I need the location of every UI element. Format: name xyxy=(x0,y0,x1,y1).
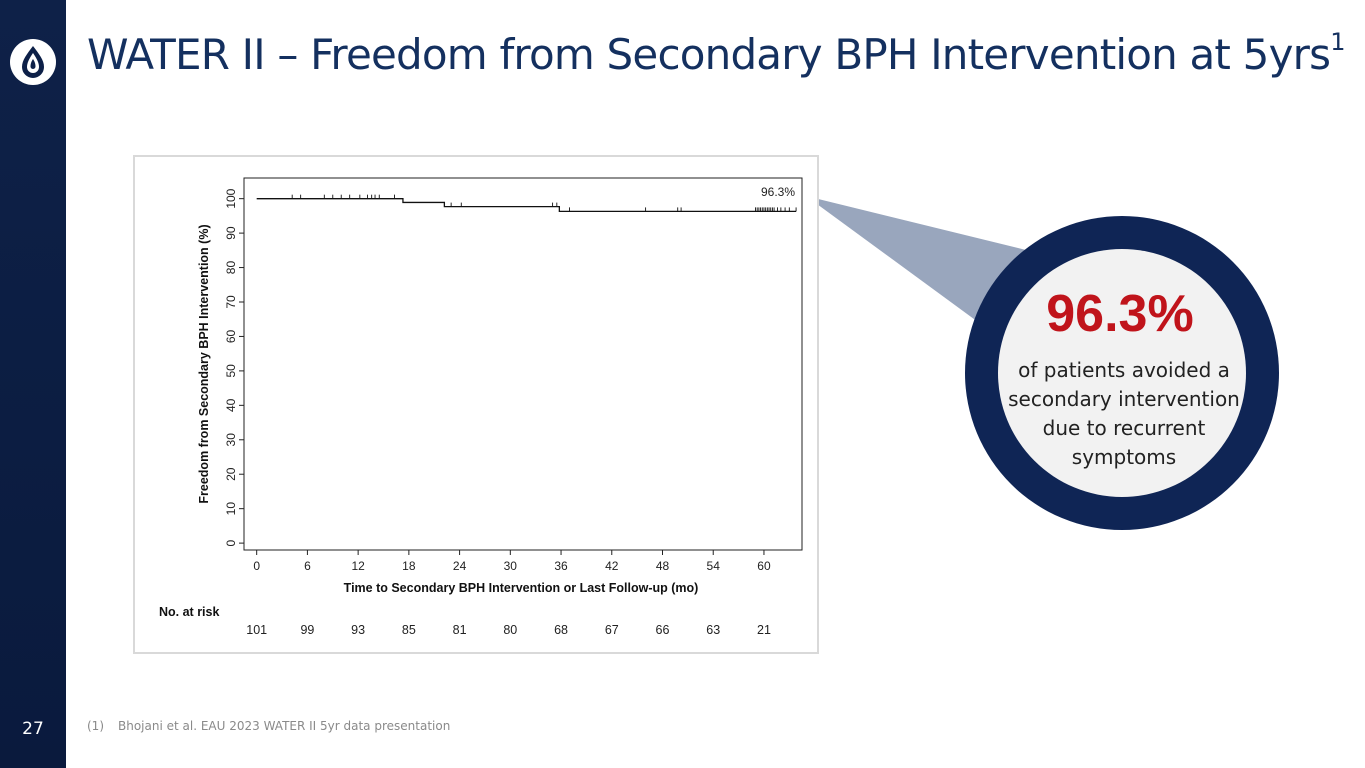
risk-count-6: 99 xyxy=(300,623,314,637)
y-tick-label-0: 0 xyxy=(224,539,238,546)
x-tick-label-60: 60 xyxy=(757,559,771,573)
x-tick-label-42: 42 xyxy=(605,559,619,573)
x-axis-label: Time to Secondary BPH Intervention or La… xyxy=(344,581,699,595)
y-tick-label-30: 30 xyxy=(224,433,238,447)
risk-count-30: 80 xyxy=(503,623,517,637)
risk-count-48: 66 xyxy=(656,623,670,637)
footnote-ref: (1) xyxy=(87,719,104,733)
slide-title: WATER II – Freedom from Secondary BPH In… xyxy=(87,28,1345,79)
y-tick-label-70: 70 xyxy=(224,295,238,309)
slide-title-text: WATER II – Freedom from Secondary BPH In… xyxy=(87,30,1331,79)
plot-area xyxy=(243,177,803,551)
x-tick-label-12: 12 xyxy=(351,559,365,573)
risk-table-label: No. at risk xyxy=(159,605,219,619)
x-tick-label-18: 18 xyxy=(402,559,416,573)
km-chart-frame: 0 10 20 30 40 50 60 70 80 90 100 0 6 12 18 24 30 36 42 48 5… xyxy=(133,155,819,654)
x-tick-label-54: 54 xyxy=(707,559,721,573)
callout-pointer xyxy=(806,196,1026,322)
risk-count-42: 67 xyxy=(605,623,619,637)
callout-value: 96.3% xyxy=(1046,285,1194,343)
x-tick-label-30: 30 xyxy=(504,559,518,573)
y-tick-label-90: 90 xyxy=(224,226,238,240)
risk-count-24: 81 xyxy=(453,623,467,637)
y-tick-label-40: 40 xyxy=(224,398,238,412)
risk-count-36: 68 xyxy=(554,623,568,637)
x-tick-label-48: 48 xyxy=(656,559,670,573)
x-tick-label-0: 0 xyxy=(253,559,260,573)
y-axis: 0 10 20 30 40 50 60 70 80 90 100 xyxy=(224,188,244,546)
y-tick-label-80: 80 xyxy=(224,261,238,275)
x-axis: 0 6 12 18 24 30 36 42 48 54 60 xyxy=(253,550,771,573)
km-survival-curve xyxy=(256,198,797,213)
sidebar: 27 xyxy=(0,0,66,768)
x-tick-label-36: 36 xyxy=(554,559,568,573)
risk-count-60: 21 xyxy=(757,623,771,637)
risk-count-54: 63 xyxy=(706,623,720,637)
footnote: (1) Bhojani et al. EAU 2023 WATER II 5yr … xyxy=(87,719,450,733)
y-axis-label: Freedom from Secondary BPH Intervention … xyxy=(197,224,211,503)
y-tick-label-20: 20 xyxy=(224,467,238,481)
risk-count-18: 85 xyxy=(402,623,416,637)
y-tick-label-50: 50 xyxy=(224,364,238,378)
title-superscript: 1 xyxy=(1330,28,1345,56)
km-series xyxy=(256,194,797,213)
km-chart: 0 10 20 30 40 50 60 70 80 90 100 0 6 12 18 24 30 36 42 48 5… xyxy=(159,177,803,637)
y-tick-label-10: 10 xyxy=(224,502,238,516)
end-value-label: 96.3% xyxy=(761,185,795,199)
risk-count-12: 93 xyxy=(351,623,365,637)
y-tick-label-60: 60 xyxy=(224,329,238,343)
footnote-text: Bhojani et al. EAU 2023 WATER II 5yr dat… xyxy=(118,719,451,733)
x-tick-label-24: 24 xyxy=(453,559,467,573)
callout-inner xyxy=(998,249,1246,497)
page-number: 27 xyxy=(22,719,44,739)
risk-table: 101 99 93 85 81 80 68 67 66 63 21 xyxy=(246,623,771,637)
water-drop-logo-icon xyxy=(10,39,56,85)
y-tick-label-100: 100 xyxy=(224,188,238,208)
callout-description: of patients avoided a secondary interven… xyxy=(1008,358,1240,469)
risk-count-0: 101 xyxy=(246,623,267,637)
x-tick-label-6: 6 xyxy=(304,559,311,573)
